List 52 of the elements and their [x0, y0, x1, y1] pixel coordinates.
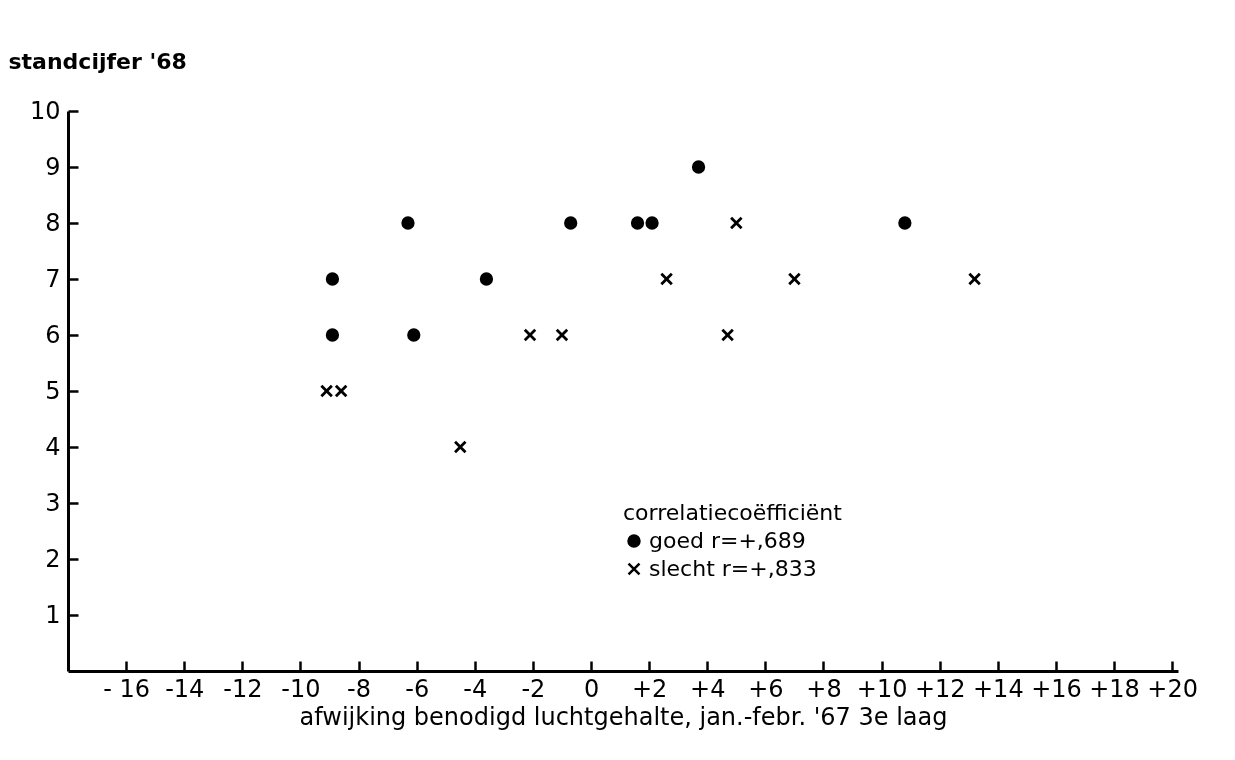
point — [630, 216, 645, 230]
x-tick-label: +12 — [914, 674, 966, 703]
x-tick-label: +2 — [631, 674, 668, 703]
y-tick-label: 1 — [45, 600, 61, 629]
point — [325, 272, 340, 286]
point — [555, 328, 569, 342]
x-tick-label: -8 — [347, 674, 372, 703]
x-tick-label: -10 — [281, 674, 321, 703]
x-tick-label: +4 — [690, 674, 726, 703]
point — [898, 216, 912, 230]
y-tick-label: 7 — [45, 264, 61, 293]
y-tick-label: 10 — [29, 96, 61, 125]
legend-label: slecht r=+,833 — [649, 556, 817, 581]
y-tick-label: 2 — [45, 544, 61, 573]
x-tick-label: -14 — [165, 674, 205, 703]
y-tick-label: 8 — [45, 208, 61, 237]
y-tick-label: 4 — [45, 432, 61, 461]
point — [407, 328, 421, 342]
x-tick-label: +20 — [1147, 674, 1199, 703]
x-tick-label: 0 — [583, 674, 600, 703]
x-tick-label: +14 — [973, 674, 1024, 703]
point — [325, 328, 340, 342]
point — [967, 272, 982, 286]
x-tick-label: - 16 — [103, 674, 151, 703]
x-tick-label: -6 — [405, 674, 430, 703]
x-tick-label: +10 — [856, 674, 908, 703]
y-tick-label: 6 — [45, 320, 61, 349]
legend-title: correlatiecoëfficiënt — [623, 500, 843, 525]
y-axis-title: standcijfer '68 — [8, 48, 187, 74]
y-tick-label: 9 — [45, 152, 61, 181]
point — [691, 160, 706, 174]
point — [401, 216, 415, 230]
point — [645, 216, 659, 230]
y-tick-label: 3 — [45, 488, 61, 517]
point — [523, 328, 537, 342]
point — [479, 272, 494, 286]
point — [787, 272, 802, 286]
x-axis-title: afwijking benodigd luchtgehalte, jan.-febr. '67 3e laag — [299, 702, 948, 731]
x-tick-label: +8 — [806, 674, 842, 703]
x-tick-label: -2 — [521, 674, 546, 703]
x-tick-label: -4 — [463, 674, 488, 703]
point — [453, 440, 467, 454]
y-tick-label: 5 — [45, 376, 61, 405]
legend-label: goed r=+,689 — [649, 528, 806, 553]
point — [564, 216, 578, 230]
x-tick-label: +18 — [1089, 674, 1140, 703]
point — [729, 216, 743, 230]
x-tick-label: +6 — [748, 674, 784, 703]
point — [659, 272, 674, 286]
x-tick-label: -12 — [223, 674, 263, 703]
x-tick-label: +16 — [1031, 674, 1082, 703]
point — [720, 328, 735, 342]
